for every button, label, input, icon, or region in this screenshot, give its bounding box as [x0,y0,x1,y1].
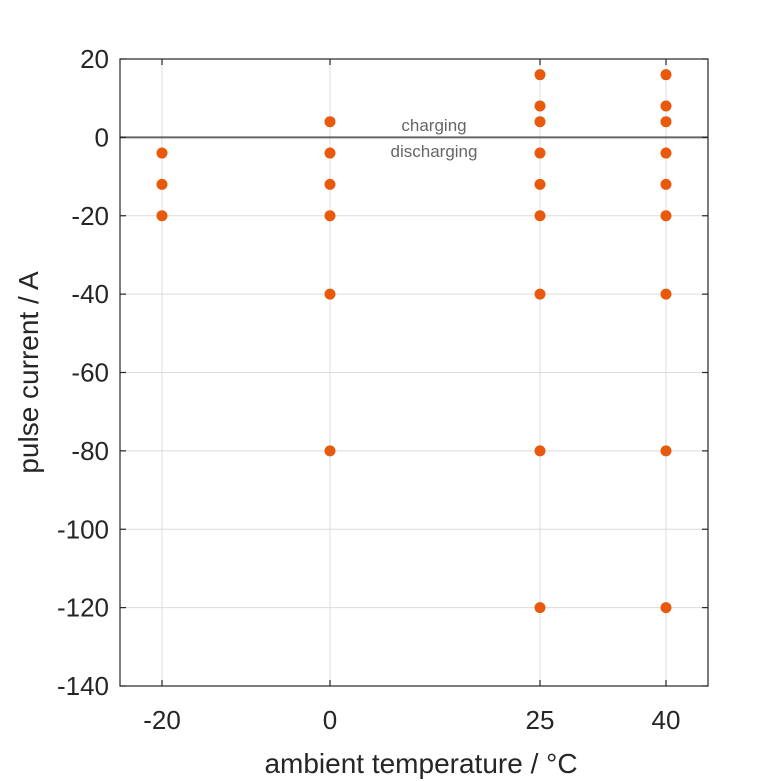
data-point [660,147,672,159]
data-point [660,69,672,81]
y-tick-label: -60 [71,358,109,388]
x-axis-ticks: -20 0 25 40 [143,59,680,735]
data-point [660,178,672,190]
data-point [534,210,546,222]
data-point [660,288,672,300]
data-point [324,147,336,159]
data-point [660,116,672,128]
y-tick-label: 20 [80,44,109,74]
data-point [324,210,336,222]
y-axis-label: pulse current / A [13,271,44,474]
y-tick-label: -20 [71,201,109,231]
data-point [534,288,546,300]
data-point [156,178,168,190]
x-tick-label: -20 [143,705,181,735]
y-tick-label: -40 [71,279,109,309]
data-point [534,100,546,112]
x-axis-label: ambient temperature / °C [264,748,577,779]
annotation-discharging: discharging [391,142,478,161]
data-point [534,116,546,128]
data-point [324,288,336,300]
data-point [324,445,336,457]
data-points [156,69,672,614]
data-point [660,100,672,112]
annotation-charging: charging [401,116,466,135]
data-point [660,602,672,614]
y-tick-label: 0 [95,122,109,152]
x-tick-label: 0 [323,705,337,735]
y-tick-label: -120 [57,593,109,623]
y-axis-ticks: 20 0 -20 -40 -60 -80 -100 -120 -140 [57,44,708,701]
data-point [660,210,672,222]
y-tick-label: -100 [57,514,109,544]
x-tick-label: 25 [526,705,555,735]
x-tick-label: 40 [652,705,681,735]
data-point [534,445,546,457]
data-point [324,178,336,190]
data-point [534,69,546,81]
data-point [534,602,546,614]
annotations: charging discharging [391,116,478,161]
data-point [156,147,168,159]
data-point [156,210,168,222]
data-point [534,147,546,159]
data-point [660,445,672,457]
data-point [324,116,336,128]
y-tick-label: -140 [57,671,109,701]
data-point [534,178,546,190]
y-tick-label: -80 [71,436,109,466]
